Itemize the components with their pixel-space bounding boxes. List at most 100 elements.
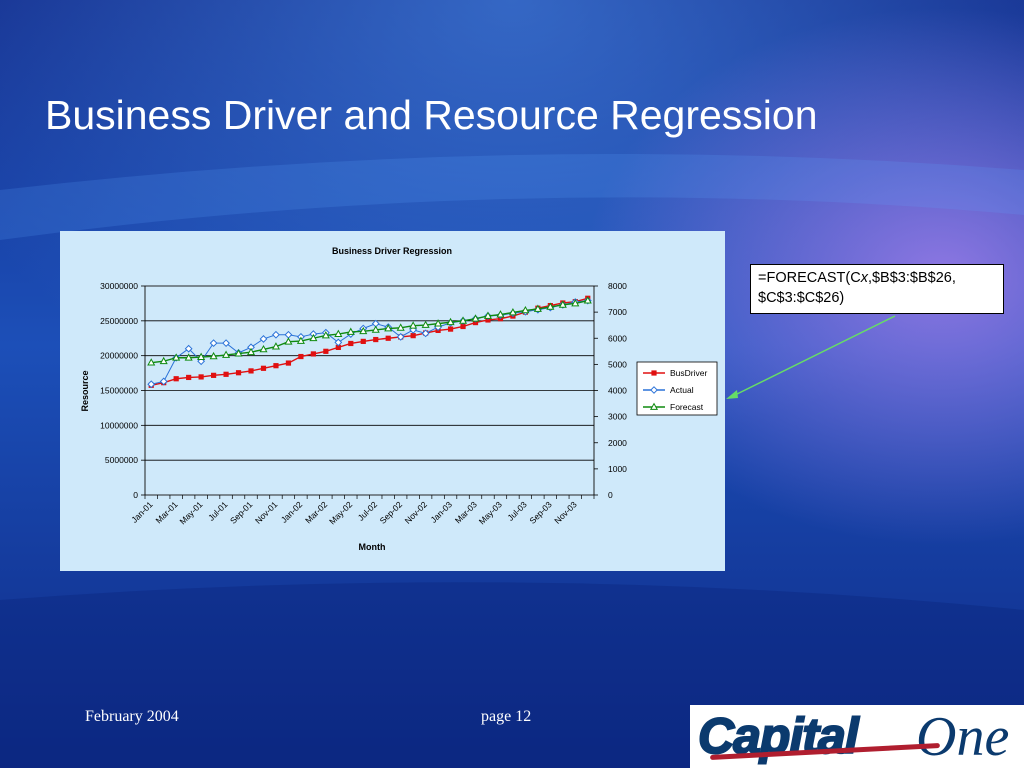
data-point-busdriver [198, 374, 204, 380]
x-tick-label: May-01 [177, 499, 204, 526]
data-point-busdriver [373, 336, 379, 343]
y2-tick-label: 6000 [608, 333, 627, 343]
y2-tick-label: 7000 [608, 307, 627, 317]
data-point-actual [259, 335, 268, 343]
x-tick-label: Mar-02 [303, 499, 329, 525]
data-point-actual [222, 339, 230, 348]
y2-tick-label: 0 [608, 490, 613, 500]
y2-tick-label: 5000 [608, 359, 627, 369]
data-point-forecast [483, 311, 493, 319]
data-point-busdriver [323, 348, 329, 354]
formula-line-2: $C$3:$C$26) [758, 290, 845, 306]
data-point-forecast [558, 300, 567, 308]
forecast-formula-box: =FORECAST(Cx,$B$3:$B$26, $C$3:$C$26) [750, 264, 1004, 314]
data-point-forecast [434, 319, 443, 327]
x-tick-label: Jul-01 [206, 499, 230, 523]
data-point-busdriver [360, 338, 366, 344]
data-point-forecast [284, 337, 293, 345]
data-point-forecast [508, 308, 517, 316]
chart-panel: Business Driver Regression Resource Mont… [60, 231, 725, 571]
x-tick-label: Sep-01 [228, 499, 255, 526]
data-point-actual [396, 332, 405, 341]
footer-date: February 2004 [85, 708, 179, 725]
x-tick-label: May-02 [327, 499, 354, 526]
data-point-forecast [571, 298, 580, 307]
x-tick-label: Mar-01 [153, 499, 179, 525]
data-point-forecast [521, 305, 530, 314]
capital-one-logo: Capital One [690, 705, 1024, 768]
data-point-forecast [396, 323, 405, 331]
data-point-forecast [583, 296, 592, 304]
data-point-actual [197, 357, 206, 366]
data-point-actual [421, 329, 430, 338]
chart-legend: BusDriver Actual Forecast [636, 361, 718, 416]
data-point-forecast [359, 326, 368, 335]
x-tick-label: Jan-02 [279, 499, 305, 525]
data-point-forecast [234, 349, 243, 357]
y2-tick-label: 4000 [608, 386, 627, 396]
data-point-forecast [384, 324, 393, 332]
data-point-busdriver [298, 353, 304, 360]
x-tick-label: May-03 [477, 499, 504, 526]
y-tick-label: 0 [133, 490, 138, 500]
data-point-forecast [184, 353, 193, 361]
data-point-actual [184, 344, 193, 353]
legend-box [636, 361, 718, 416]
data-point-actual [284, 330, 293, 339]
data-point-forecast [471, 314, 480, 322]
data-point-busdriver [186, 374, 192, 381]
y-tick-label: 15000000 [100, 386, 138, 396]
slide-title: Business Driver and Resource Regression [45, 92, 818, 138]
data-point-forecast [496, 310, 505, 318]
y-tick-label: 20000000 [100, 351, 138, 361]
data-point-busdriver [248, 368, 254, 374]
y-axis-label: Resource [80, 370, 90, 411]
data-point-forecast [371, 325, 380, 333]
legend-marker-actual [650, 386, 658, 394]
formula-line-1: =FORECAST(Cx,$B$3:$B$26, [758, 270, 956, 286]
data-point-busdriver [285, 360, 292, 366]
data-point-busdriver [173, 376, 179, 382]
data-point-busdriver [348, 340, 354, 347]
data-point-actual [272, 330, 280, 339]
data-point-forecast [533, 304, 542, 312]
x-tick-label: Jan-01 [129, 499, 155, 525]
chart-title: Business Driver Regression [332, 246, 452, 256]
data-point-forecast [458, 316, 468, 324]
data-point-forecast [296, 336, 305, 344]
data-point-forecast [309, 333, 318, 342]
data-point-busdriver [447, 326, 454, 332]
data-point-forecast [446, 317, 455, 326]
x-tick-label: Jan-03 [429, 499, 455, 525]
data-point-forecast [209, 351, 218, 360]
y2-tick-label: 3000 [608, 412, 627, 422]
data-point-busdriver [460, 323, 466, 330]
data-point-forecast [271, 342, 281, 350]
data-point-forecast [259, 344, 268, 353]
data-point-forecast [222, 350, 231, 358]
series-forecast [147, 296, 592, 366]
y-tick-label: 10000000 [100, 420, 138, 430]
legend-marker-forecast [649, 402, 659, 410]
data-point-forecast [147, 358, 156, 366]
data-point-busdriver [235, 370, 242, 376]
data-point-forecast [334, 329, 343, 337]
data-point-forecast [172, 353, 181, 361]
x-tick-label: Sep-02 [378, 499, 405, 526]
legend-label-forecast: Forecast [670, 402, 704, 412]
data-point-forecast [346, 327, 355, 335]
y2-tick-label: 1000 [608, 464, 627, 474]
data-point-actual [334, 338, 343, 347]
data-point-actual [147, 380, 156, 389]
data-point-busdriver [410, 333, 416, 339]
y2-tick-label: 2000 [608, 438, 627, 448]
data-point-busdriver [273, 363, 279, 369]
data-point-actual [159, 377, 168, 386]
data-point-busdriver [485, 317, 491, 323]
y2-tick-label: 8000 [608, 281, 627, 291]
data-point-actual [209, 339, 218, 348]
data-point-forecast [421, 320, 430, 328]
business-driver-chart: Business Driver Regression Resource Mont… [80, 246, 718, 552]
legend-label-actual: Actual [670, 385, 694, 395]
logo-text-one: One [916, 706, 1010, 768]
